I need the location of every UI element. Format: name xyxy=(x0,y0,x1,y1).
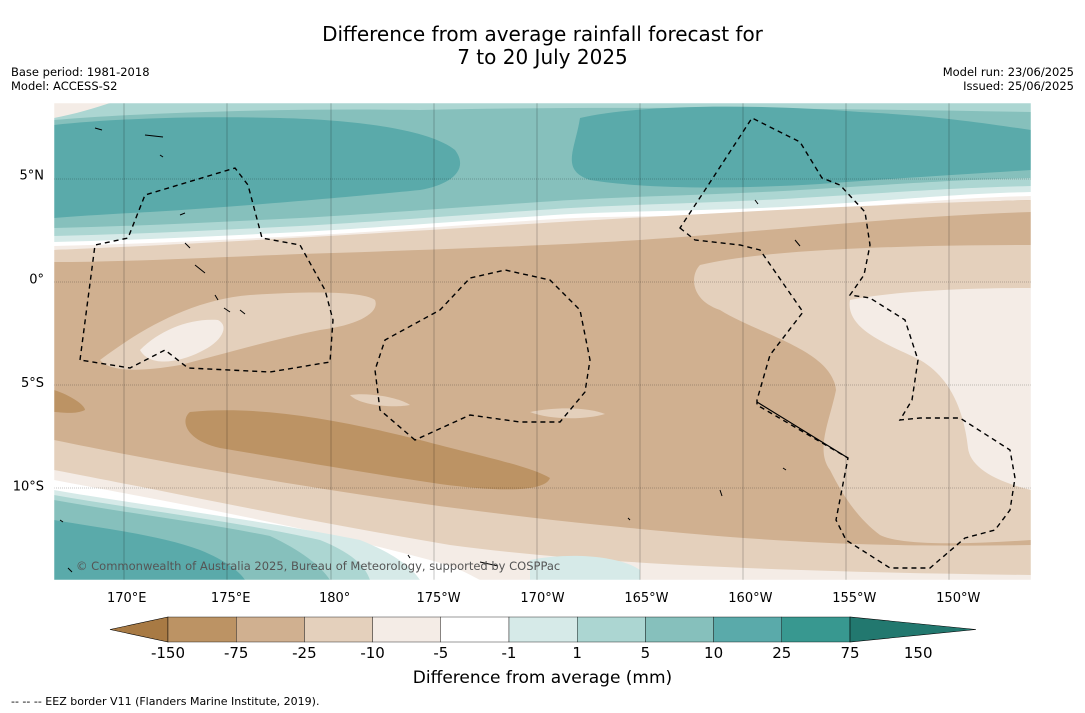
eez-border-tuvalu xyxy=(79,167,334,373)
model-text: Model: ACCESS-S2 xyxy=(11,79,118,93)
colorbar-swatch xyxy=(372,616,442,643)
longitude-tick-labels: 170°E 175°E 180° 175°W 170°W 165°W 160°W 155°W 1… xyxy=(107,591,980,606)
colorbar-swatch xyxy=(440,616,510,643)
latitude-label: 5°N xyxy=(20,169,45,184)
south-band-75mm xyxy=(54,520,245,580)
north-band-75mm-east xyxy=(571,106,1031,188)
longitude-label: 175°E xyxy=(211,591,251,606)
west-pale-patch xyxy=(140,319,224,362)
colorbar-tick-label: -1 xyxy=(502,644,517,662)
eez-legend-note: -- -- -- EEZ border V11 (Flanders Marine… xyxy=(11,695,320,708)
longitude-label: 160°W xyxy=(728,591,772,606)
eez-border-line-north xyxy=(679,117,1016,569)
colorbar-tick-labels: -150 -75 -25 -10 -5 -1 1 5 10 25 75 150 xyxy=(151,644,933,662)
colorbar-swatch xyxy=(781,616,851,643)
colorbar-swatch xyxy=(235,616,305,643)
colorbar-swatch xyxy=(167,616,237,643)
latitude-label: 0° xyxy=(29,272,44,287)
colorbar-tick-label: -25 xyxy=(292,644,317,662)
colorbar-tick-label: -10 xyxy=(360,644,385,662)
eez-borders xyxy=(79,117,1016,569)
colorbar-tick-label: 1 xyxy=(572,644,582,662)
north-corner-pale xyxy=(54,103,110,118)
colorbar-tick-label: 5 xyxy=(641,644,651,662)
center-light-patch xyxy=(350,394,410,407)
colorbar-title: Difference from average (mm) xyxy=(412,668,673,688)
map-title-line2: 7 to 20 July 2025 xyxy=(457,45,628,69)
colorbar-swatch xyxy=(577,616,646,643)
north-band-75mm-west xyxy=(54,117,461,218)
longitude-label: 165°W xyxy=(624,591,668,606)
issued-text: Issued: 25/06/2025 xyxy=(963,79,1074,93)
colorbar-tick-label: 25 xyxy=(772,644,791,662)
colorbar-tick-label: -150 xyxy=(151,644,185,662)
south-patch-5mm-east xyxy=(530,555,640,580)
colorbar-tick-label: -5 xyxy=(433,644,448,662)
longitude-label: 175°W xyxy=(416,591,460,606)
colorbar-tick-label: 150 xyxy=(904,644,933,662)
longitude-label: 170°W xyxy=(520,591,564,606)
map-frame xyxy=(53,102,1032,581)
colorbar-tick-label: 75 xyxy=(840,644,859,662)
colorbar-swatch xyxy=(304,616,373,643)
longitude-label: 180° xyxy=(319,591,350,606)
latitude-tick-labels: 5°N 0° 5°S 10°S xyxy=(13,169,44,495)
meta-right: Model run: 23/06/2025 Issued: 25/06/2025 xyxy=(943,65,1074,93)
longitude-label: 150°W xyxy=(936,591,980,606)
central-darker-band xyxy=(185,410,551,490)
model-run-text: Model run: 23/06/2025 xyxy=(942,65,1074,79)
latitude-label: 5°S xyxy=(21,376,44,391)
longitude-label: 170°E xyxy=(107,591,147,606)
east-pale-region xyxy=(849,288,1031,490)
island-markers xyxy=(59,127,801,573)
north-light-tongue xyxy=(54,200,1031,262)
colorbar-extend-high xyxy=(849,616,977,643)
colorbar-swatch xyxy=(508,616,578,643)
longitude-label: 155°W xyxy=(832,591,876,606)
colorbar-swatch xyxy=(645,616,714,643)
eez-border-solid-segment xyxy=(756,401,849,459)
meta-left: Base period: 1981-2018 Model: ACCESS-S2 xyxy=(11,65,150,93)
latitude-label: 10°S xyxy=(13,480,44,495)
colorbar xyxy=(109,616,977,643)
eez-border-phoenix xyxy=(374,269,591,441)
map-title-line1: Difference from average rainfall forecas… xyxy=(322,22,763,46)
west-edge-darker xyxy=(54,390,85,413)
colorbar-tick-label: -75 xyxy=(224,644,249,662)
base-period-text: Base period: 1981-2018 xyxy=(11,65,150,79)
rainfall-field xyxy=(54,103,1031,580)
colorbar-extend-low xyxy=(109,616,169,643)
colorbar-tick-label: 10 xyxy=(704,644,723,662)
gridlines xyxy=(54,103,1031,580)
copyright-text: © Commonwealth of Australia 2025, Bureau… xyxy=(76,559,560,573)
colorbar-swatch xyxy=(713,616,782,643)
